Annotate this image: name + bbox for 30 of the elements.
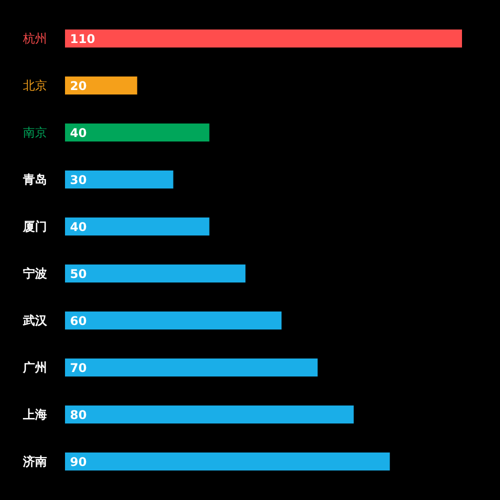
y-tick-label: 南京 [23, 126, 47, 140]
data-label: 110 [70, 32, 96, 46]
y-tick-label: 济南 [22, 454, 47, 468]
data-label: 90 [70, 455, 87, 469]
y-tick-label: 杭州 [22, 32, 47, 46]
data-label: 70 [70, 361, 87, 375]
bar [65, 312, 282, 330]
y-tick-label: 武汉 [22, 314, 48, 328]
y-tick-label: 上海 [22, 408, 47, 422]
data-label: 80 [70, 408, 87, 422]
data-label: 40 [70, 220, 87, 234]
bar [65, 30, 462, 48]
y-tick-label: 青岛 [22, 172, 47, 186]
bar [65, 406, 354, 424]
bar [65, 264, 246, 282]
y-tick-label: 宁波 [23, 266, 48, 280]
bar [65, 452, 390, 470]
data-label: 40 [70, 126, 87, 140]
data-label: 50 [70, 267, 87, 281]
y-tick-label: 广州 [22, 360, 47, 374]
data-label: 20 [70, 79, 87, 93]
bar [65, 218, 210, 236]
data-label: 30 [70, 173, 87, 187]
y-tick-label: 厦门 [22, 220, 47, 234]
bar [65, 358, 318, 376]
bar [65, 124, 210, 142]
bar [65, 76, 138, 94]
bar [65, 170, 174, 188]
y-tick-label: 北京 [23, 78, 47, 92]
data-label: 60 [70, 314, 87, 328]
